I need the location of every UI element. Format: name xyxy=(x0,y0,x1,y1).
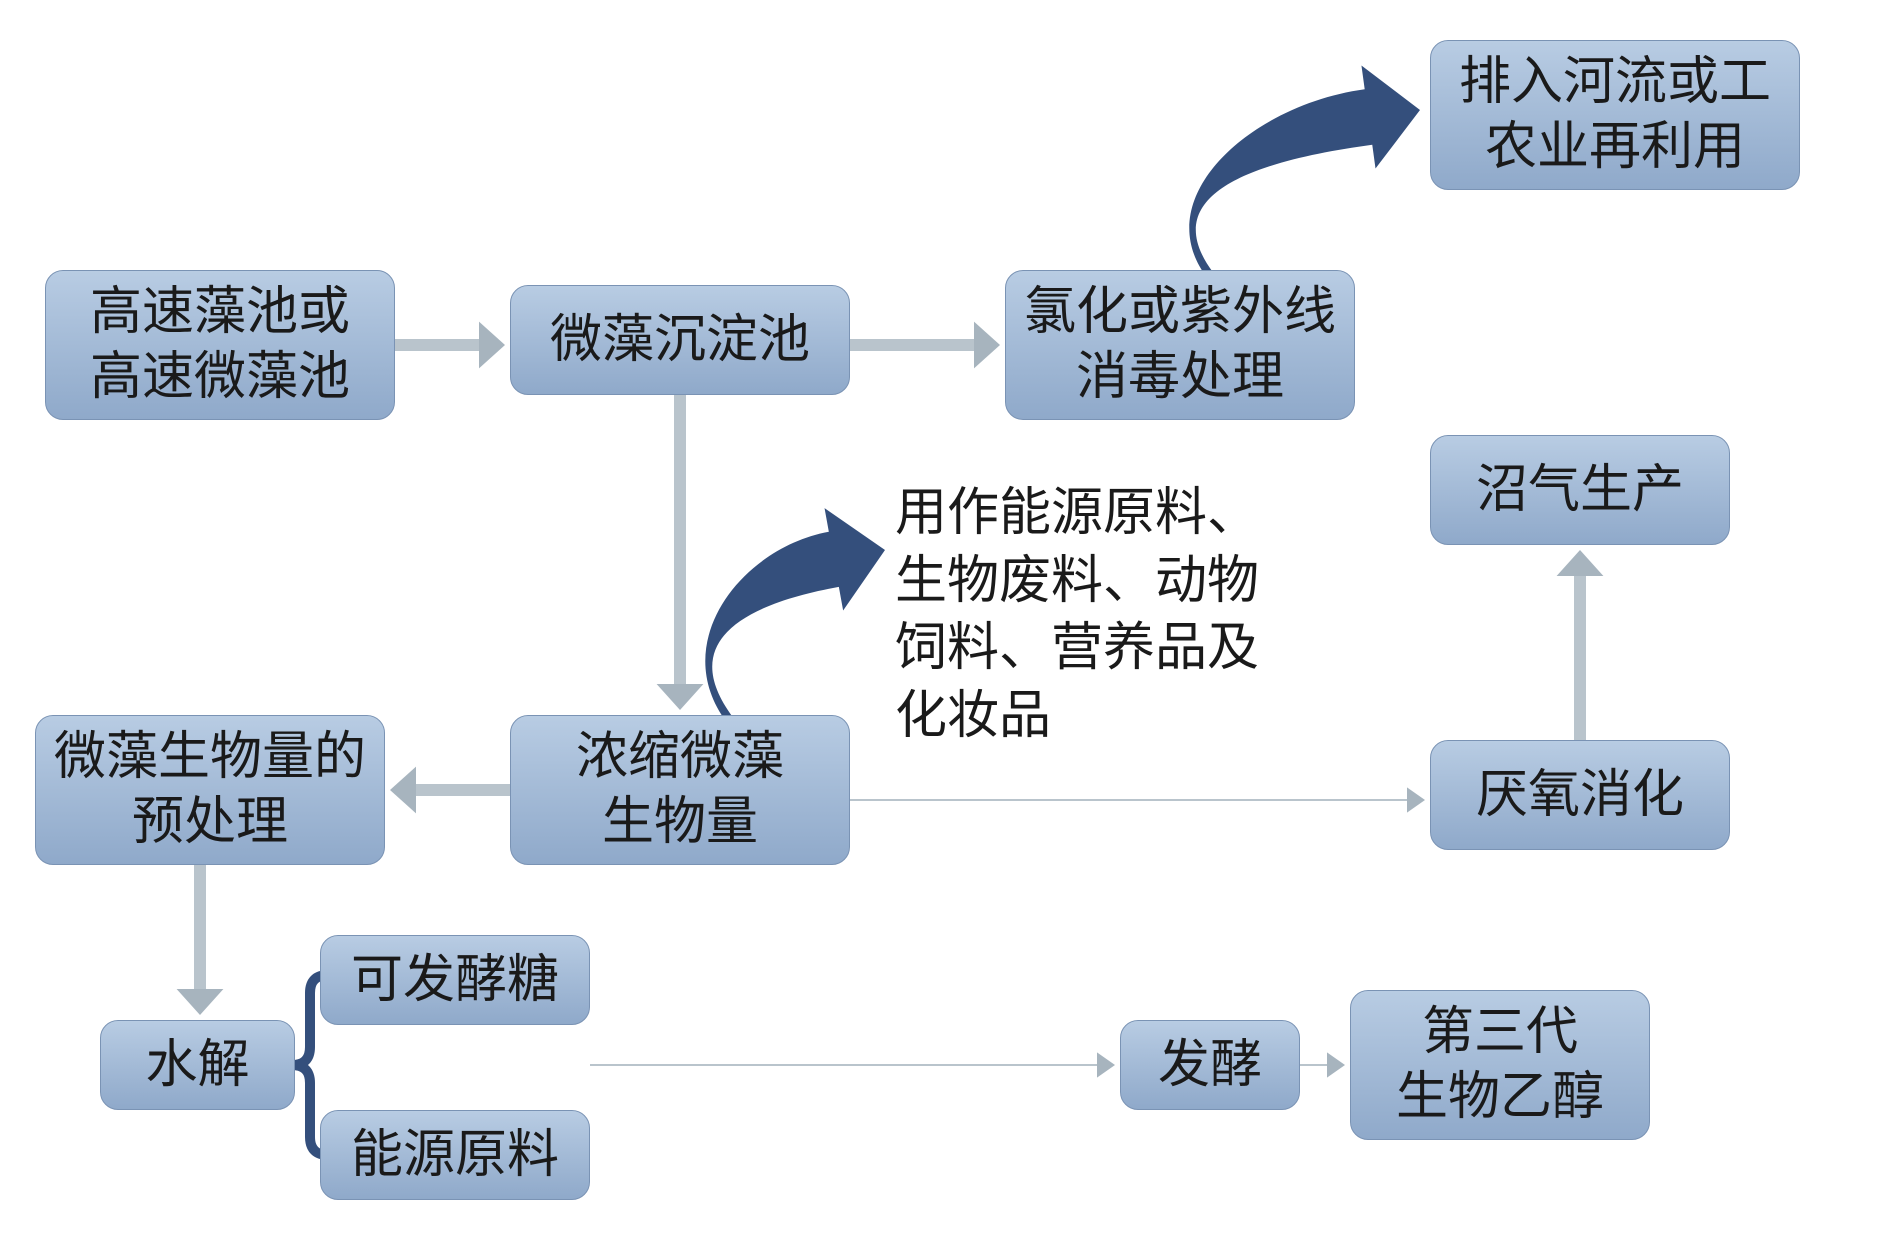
node-n10: 可发酵糖 xyxy=(320,935,590,1025)
node-n1: 高速藻池或 高速微藻池 xyxy=(45,270,395,420)
node-n9: 水解 xyxy=(100,1020,295,1110)
arrow-n2_right xyxy=(850,322,1000,369)
node-n2: 微藻沉淀池 xyxy=(510,285,850,395)
arrow-n7_up xyxy=(1557,550,1604,740)
node-text: 能源原料 xyxy=(351,1123,559,1188)
node-n7: 厌氧消化 xyxy=(1430,740,1730,850)
node-text: 排入河流或工 农业再利用 xyxy=(1459,50,1771,180)
curved-arrow-c1 xyxy=(1189,66,1420,278)
node-n8: 沼气生产 xyxy=(1430,435,1730,545)
arrow-n1_right xyxy=(395,322,505,369)
node-text: 发酵 xyxy=(1158,1033,1262,1098)
node-text: 微藻生物量的 预处理 xyxy=(54,725,366,855)
node-n5: 浓缩微藻 生物量 xyxy=(510,715,850,865)
node-text: 第三代 生物乙醇 xyxy=(1396,1000,1604,1130)
node-n11: 能源原料 xyxy=(320,1110,590,1200)
label-text: 用作能源原料、 生物废料、动物 饲料、营养品及 化妆品 xyxy=(895,485,1259,745)
thin-arrow-n5_right xyxy=(850,787,1425,812)
node-text: 可发酵糖 xyxy=(351,948,559,1013)
arrow-n5_left xyxy=(390,767,510,814)
thin-arrow-n12_right xyxy=(1300,1052,1345,1077)
node-text: 微藻沉淀池 xyxy=(550,308,810,373)
thin-arrow-n11_right xyxy=(590,1052,1115,1077)
node-n6: 微藻生物量的 预处理 xyxy=(35,715,385,865)
node-text: 氯化或紫外线 消毒处理 xyxy=(1024,280,1336,410)
curved-arrow-c2 xyxy=(705,508,885,722)
node-text: 厌氧消化 xyxy=(1476,763,1684,828)
label-l1: 用作能源原料、 生物废料、动物 饲料、营养品及 化妆品 xyxy=(895,480,1259,750)
node-n3: 氯化或紫外线 消毒处理 xyxy=(1005,270,1355,420)
node-n4: 排入河流或工 农业再利用 xyxy=(1430,40,1800,190)
node-text: 高速藻池或 高速微藻池 xyxy=(90,280,350,410)
arrow-n2_down xyxy=(657,395,704,710)
arrow-n6_down xyxy=(177,865,224,1015)
node-text: 水解 xyxy=(145,1033,249,1098)
node-n12: 发酵 xyxy=(1120,1020,1300,1110)
node-text: 浓缩微藻 生物量 xyxy=(576,725,784,855)
node-n13: 第三代 生物乙醇 xyxy=(1350,990,1650,1140)
node-text: 沼气生产 xyxy=(1476,458,1684,523)
